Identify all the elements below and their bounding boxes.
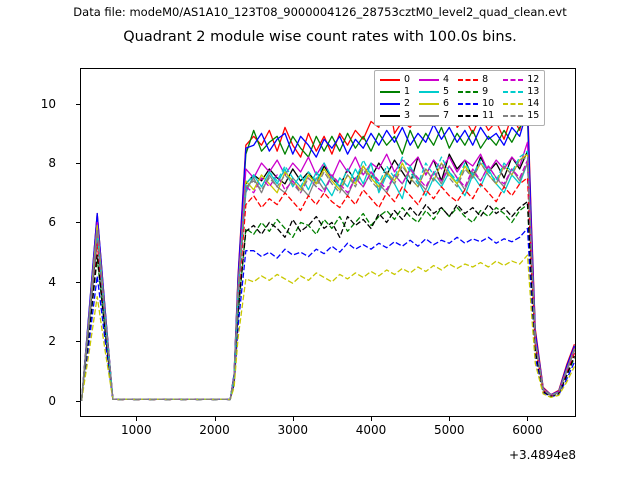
legend-label-0: 0	[404, 74, 411, 86]
x-tick-label: 6000	[512, 423, 543, 437]
series-line-5	[80, 162, 576, 401]
plot-area	[80, 68, 576, 417]
x-tick-mark	[136, 417, 138, 421]
legend-label-4: 4	[443, 74, 450, 86]
y-tick-mark	[76, 222, 80, 224]
legend-entry-0[interactable]: 0	[380, 74, 410, 86]
y-tick-mark	[76, 281, 80, 283]
y-tick-label: 4	[48, 274, 56, 289]
x-tick-mark	[292, 417, 294, 421]
legend-swatch-5	[419, 91, 440, 93]
legend-entry-10[interactable]: 10	[458, 98, 494, 110]
legend-entry-6[interactable]: 6	[419, 98, 449, 110]
legend-label-5: 5	[443, 86, 450, 98]
legend-swatch-0	[380, 79, 400, 81]
y-tick-mark	[76, 400, 80, 402]
series-canvas	[80, 88, 576, 401]
x-tick-label: 5000	[433, 423, 465, 437]
legend-label-12: 12	[527, 74, 540, 86]
legend-entry-15[interactable]: 15	[503, 110, 539, 122]
legend-swatch-9	[458, 91, 479, 93]
y-tick-label: 10	[40, 96, 56, 111]
series-line-14	[80, 254, 576, 401]
legend-label-9: 9	[482, 86, 489, 98]
legend-label-8: 8	[482, 74, 489, 86]
legend-swatch-14	[503, 103, 524, 105]
series-line-0	[80, 88, 576, 401]
axes-frame	[80, 68, 576, 417]
legend[interactable]: 0 4 8 12 1 5 9 13 2 6 10 14 3 7 11 15	[374, 70, 546, 126]
legend-entry-2[interactable]: 2	[380, 98, 410, 110]
legend-entry-12[interactable]: 12	[503, 74, 539, 86]
x-tick-mark	[371, 417, 373, 421]
series-line-9	[80, 203, 576, 401]
legend-swatch-7	[419, 115, 440, 117]
legend-swatch-4	[419, 79, 440, 81]
legend-label-7: 7	[443, 110, 450, 122]
legend-label-14: 14	[527, 98, 540, 110]
x-tick-label: 2000	[199, 423, 230, 437]
legend-label-1: 1	[404, 86, 411, 98]
legend-label-11: 11	[482, 110, 495, 122]
legend-swatch-3	[380, 115, 400, 117]
legend-swatch-6	[419, 103, 440, 105]
legend-swatch-2	[380, 103, 400, 105]
legend-entry-14[interactable]: 14	[503, 98, 539, 110]
series-line-15	[80, 156, 576, 401]
series-line-10	[80, 227, 576, 401]
legend-swatch-11	[458, 115, 479, 117]
legend-label-6: 6	[443, 98, 450, 110]
x-tick-mark	[449, 417, 451, 421]
series-line-2	[80, 108, 576, 401]
y-tick-label: 6	[48, 215, 56, 230]
legend-entry-11[interactable]: 11	[458, 110, 494, 122]
series-line-11	[80, 201, 576, 401]
legend-entry-7[interactable]: 7	[419, 110, 449, 122]
series-line-7	[80, 162, 576, 401]
legend-entry-8[interactable]: 8	[458, 74, 494, 86]
legend-entry-4[interactable]: 4	[419, 74, 449, 86]
legend-entry-13[interactable]: 13	[503, 86, 539, 98]
y-tick-mark	[76, 163, 80, 165]
legend-label-15: 15	[527, 110, 540, 122]
legend-swatch-8	[458, 79, 479, 81]
y-tick-label: 2	[48, 334, 56, 349]
x-tick-label: 1000	[121, 423, 152, 437]
chart-title: Quadrant 2 module wise count rates with …	[123, 29, 517, 45]
series-line-6	[80, 153, 576, 401]
legend-label-3: 3	[404, 110, 411, 122]
y-tick-mark	[76, 103, 80, 105]
x-axis-offset-label: +3.4894e8	[508, 448, 576, 462]
x-tick-mark	[527, 417, 529, 421]
y-tick-mark	[76, 341, 80, 343]
y-tick-label: 0	[48, 393, 56, 408]
series-line-1	[80, 117, 576, 401]
x-tick-mark	[214, 417, 216, 421]
legend-label-13: 13	[527, 86, 540, 98]
legend-swatch-13	[503, 91, 524, 93]
legend-entry-1[interactable]: 1	[380, 86, 410, 98]
y-tick-label: 8	[48, 156, 56, 171]
legend-label-2: 2	[404, 98, 411, 110]
legend-swatch-15	[503, 115, 524, 117]
legend-swatch-1	[380, 91, 400, 93]
data-file-label: Data file: modeM0/AS1A10_123T08_90000041…	[73, 5, 567, 19]
legend-entry-9[interactable]: 9	[458, 86, 494, 98]
legend-entry-3[interactable]: 3	[380, 110, 410, 122]
legend-label-10: 10	[482, 98, 495, 110]
legend-swatch-10	[458, 103, 479, 105]
legend-grid: 0 4 8 12 1 5 9 13 2 6 10 14 3 7 11 15	[380, 74, 539, 122]
legend-swatch-12	[503, 79, 524, 81]
x-tick-label: 4000	[355, 423, 387, 437]
legend-entry-5[interactable]: 5	[419, 86, 449, 98]
x-tick-label: 3000	[277, 423, 309, 437]
